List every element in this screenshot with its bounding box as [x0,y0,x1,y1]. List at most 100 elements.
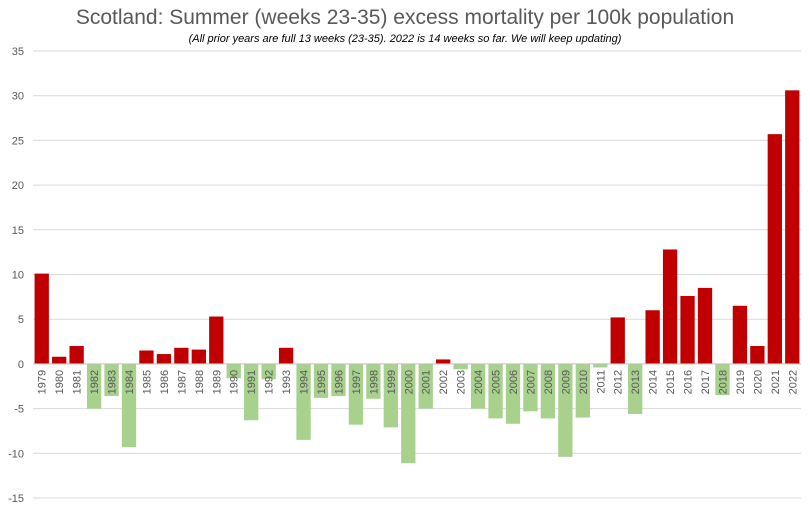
bar [593,363,608,368]
bar [139,350,154,364]
bar [209,316,224,364]
x-tick-label: 2010 [578,370,590,394]
bars [34,90,800,464]
x-tick-label: 2002 [438,370,450,394]
bar [69,346,84,364]
bar [628,363,643,414]
bar [191,349,206,364]
x-tick-label: 1988 [194,370,206,394]
bar [785,90,800,364]
bar [488,363,503,419]
x-tick-label: 2013 [630,370,642,394]
chart-subtitle: (All prior years are full 13 weeks (23-3… [188,33,622,45]
bar [453,363,468,370]
x-tick-label: 2009 [560,370,572,394]
bar [697,287,713,364]
x-tick-label: 2012 [613,370,625,394]
bar [383,363,398,428]
x-tick-label: 1998 [368,370,380,394]
x-tick-label: 1997 [351,370,363,394]
bar [52,356,67,364]
bar [540,363,556,419]
x-tick-label: 1991 [246,370,258,394]
x-tick-label: 2017 [700,370,712,394]
y-tick-label: 15 [12,225,24,237]
y-axis: -15 -10 -5 0 5 10 15 20 25 30 35 [8,46,24,505]
bar [331,363,346,397]
bar [226,363,241,379]
bar [715,363,730,396]
x-tick-label: 2020 [752,370,764,394]
x-tick-label: 1981 [72,370,84,394]
bar [401,363,416,464]
x-tick-label: 2015 [665,370,677,394]
x-tick-label: 1987 [176,370,188,394]
x-tick-label: 2000 [403,370,415,394]
bar [156,354,172,364]
bar [645,310,660,364]
chart-title: Scotland: Summer (weeks 23-35) excess mo… [75,6,735,29]
y-tick-label: 5 [18,314,24,326]
bar [278,347,294,364]
y-tick-label: 25 [12,135,24,147]
x-tick-label: 1993 [281,370,293,394]
bar [313,363,329,398]
x-tick-label: 1979 [37,370,49,394]
x-tick-label: 2021 [770,370,782,394]
y-tick-label: -5 [14,404,24,416]
x-tick-label: 2001 [421,370,433,394]
x-tick-label: 1983 [107,370,119,394]
x-tick-label: 1992 [264,370,276,394]
x-axis: 1979 1980 1981 1982 1983 1984 1985 1986 1987 1988… [37,370,800,394]
y-tick-label: 35 [12,46,24,58]
bar [505,363,521,424]
bar [470,363,486,409]
bar [86,363,102,409]
gridlines [33,50,801,499]
x-tick-label: 1996 [333,370,345,394]
bar [348,363,364,425]
x-tick-label: 2003 [456,370,468,394]
bar [680,295,695,364]
bar [296,363,311,440]
x-tick-label: 1980 [54,370,66,394]
x-tick-label: 2007 [525,370,537,394]
x-tick-label: 1982 [89,370,101,394]
bar [558,363,573,457]
y-tick-label: -10 [8,448,24,460]
x-tick-label: 2004 [473,370,485,394]
bar [436,359,451,364]
x-tick-label: 2019 [735,370,747,394]
y-tick-label: 30 [12,91,24,103]
bar [121,363,137,448]
x-tick-label: 1990 [229,370,241,394]
x-tick-label: 1989 [211,370,223,394]
x-tick-label: 1985 [141,370,153,394]
x-tick-label: 2006 [508,370,520,394]
bar [732,305,748,364]
x-tick-label: 1994 [299,370,311,394]
y-tick-label: 20 [12,180,24,192]
x-tick-label: 2022 [787,370,799,394]
x-tick-label: 1986 [159,370,171,394]
bar [662,249,678,364]
x-tick-label: 2018 [717,370,729,394]
bar [610,317,625,364]
x-tick-label: 2016 [683,370,695,394]
x-tick-label: 1995 [316,370,328,394]
bar [174,347,189,364]
bar [418,363,433,409]
y-tick-label: 10 [12,270,24,282]
bar [366,363,381,399]
bar [767,134,782,364]
bar [261,363,276,380]
bar [575,363,590,418]
bar [34,273,49,364]
bar [244,363,259,421]
bar [523,363,538,412]
bar [104,363,119,397]
y-tick-label: -15 [8,493,24,505]
y-tick-label: 0 [18,359,24,371]
x-tick-label: 1999 [386,370,398,394]
